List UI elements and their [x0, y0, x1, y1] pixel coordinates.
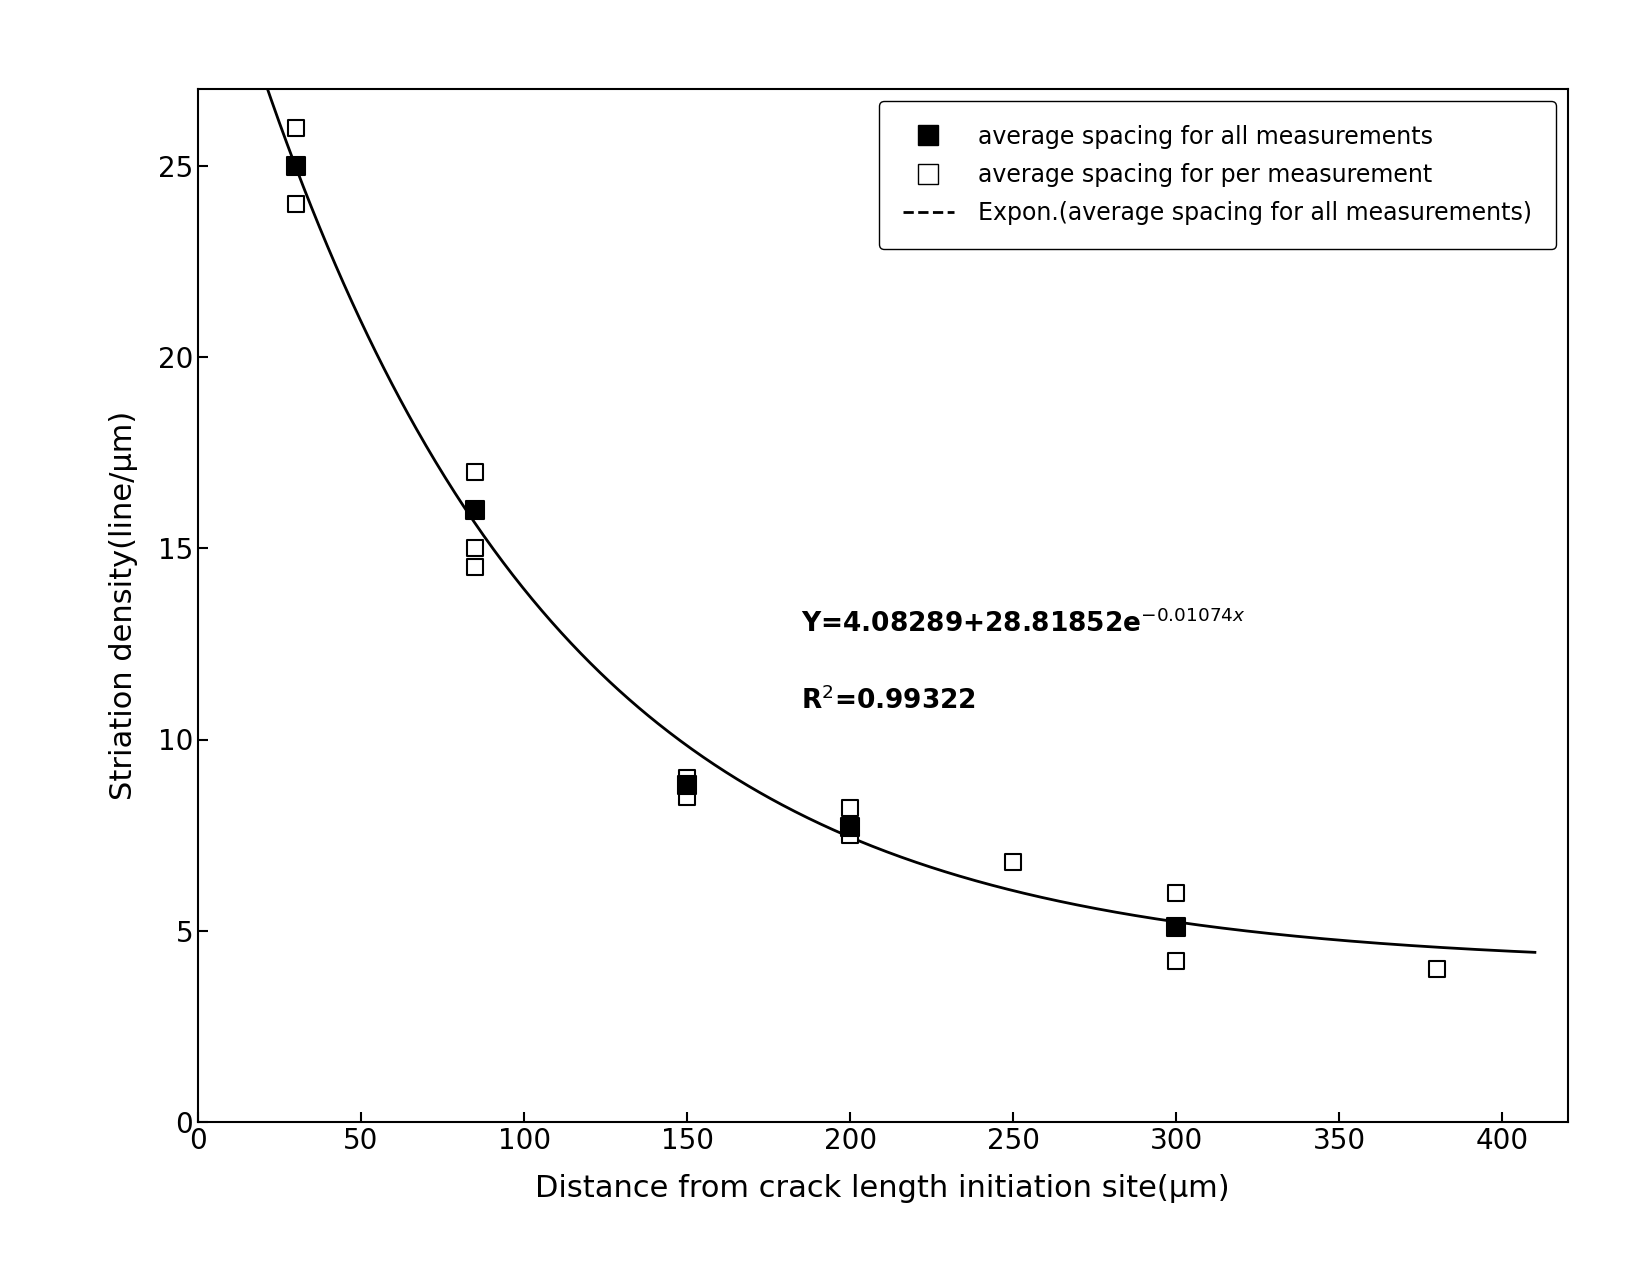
X-axis label: Distance from crack length initiation site(μm): Distance from crack length initiation si…	[536, 1174, 1229, 1204]
Point	[462, 538, 488, 558]
Point	[1163, 917, 1190, 937]
Point	[462, 500, 488, 520]
Y-axis label: Striation density(line/μm): Striation density(line/μm)	[109, 411, 139, 801]
Text: Y=4.08289+28.81852e$^{-0.01074x}$: Y=4.08289+28.81852e$^{-0.01074x}$	[802, 609, 1246, 639]
Text: R$^2$=0.99322: R$^2$=0.99322	[802, 686, 977, 715]
Point	[837, 798, 863, 819]
Point	[673, 768, 700, 788]
Point	[837, 825, 863, 845]
Point	[282, 117, 309, 138]
Point	[282, 156, 309, 176]
Legend: average spacing for all measurements, average spacing for per measurement, Expon: average spacing for all measurements, av…	[879, 101, 1556, 249]
Point	[673, 787, 700, 807]
Point	[462, 557, 488, 578]
Point	[1424, 959, 1450, 979]
Point	[282, 194, 309, 214]
Point	[673, 775, 700, 796]
Point	[1163, 882, 1190, 903]
Point	[462, 462, 488, 482]
Point	[1000, 852, 1026, 872]
Point	[837, 817, 863, 838]
Point	[1163, 951, 1190, 972]
